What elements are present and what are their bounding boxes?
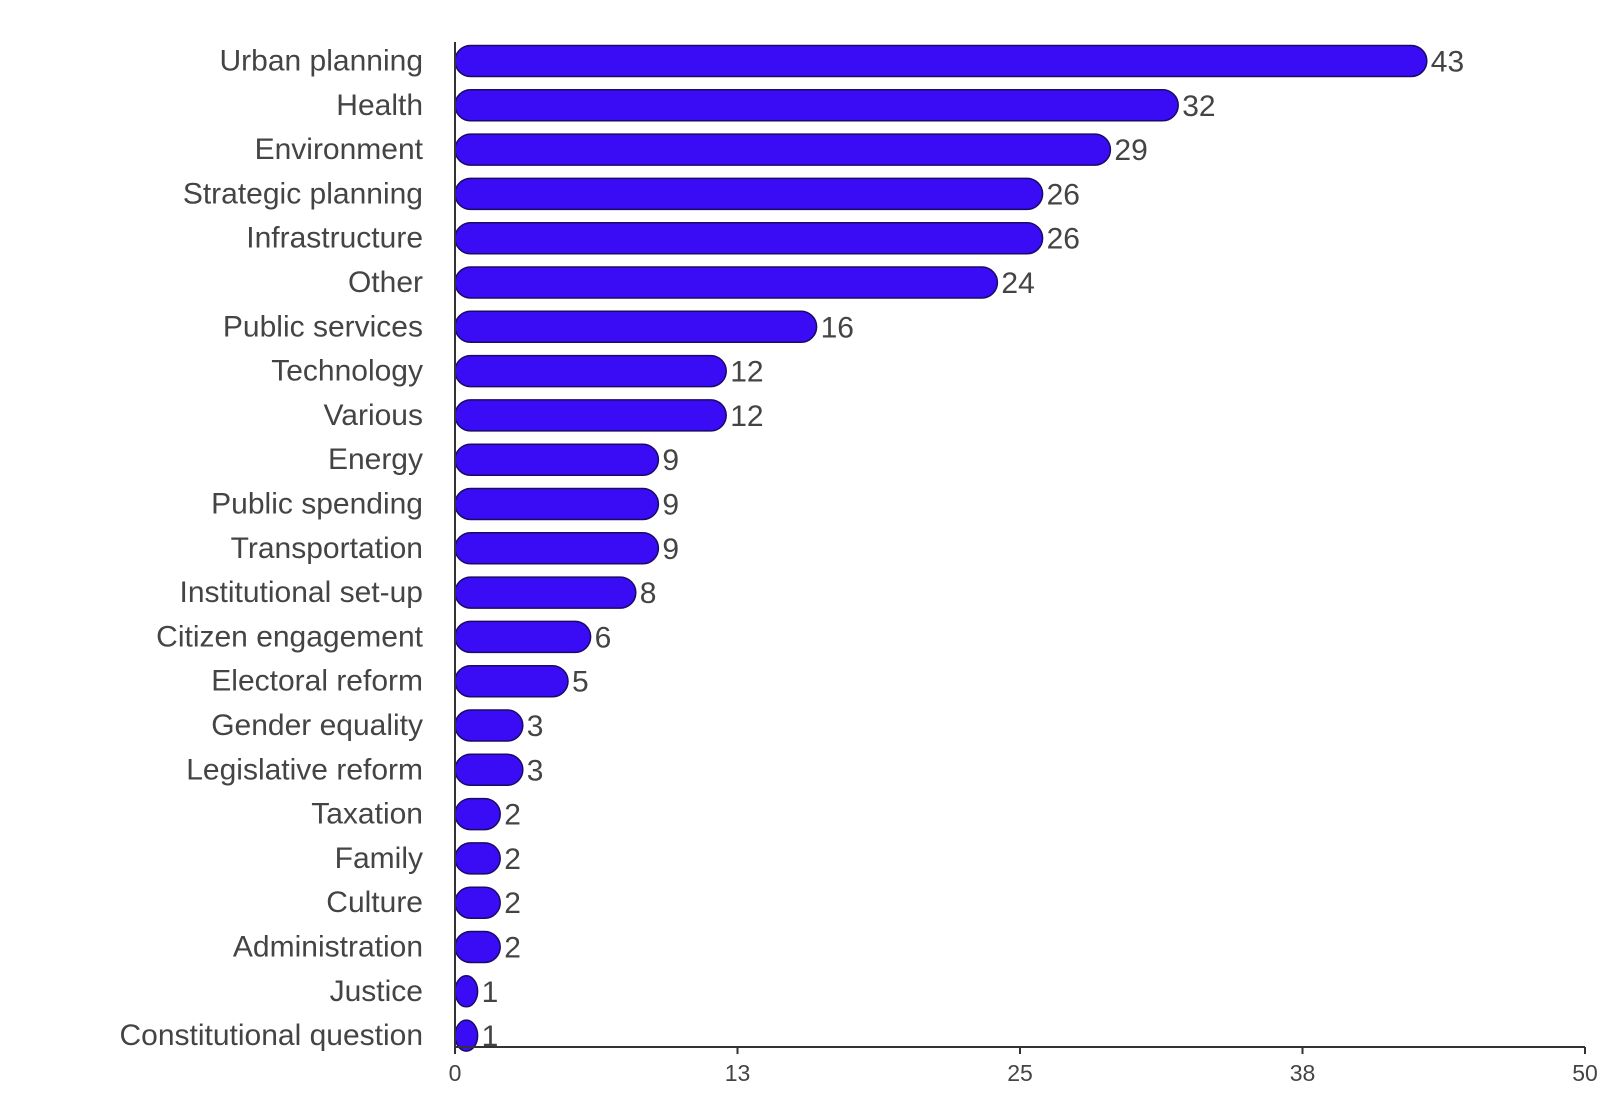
data-label: 3 [527, 710, 544, 743]
data-label: 9 [662, 489, 679, 522]
data-label: 12 [730, 400, 763, 433]
data-label: 9 [662, 533, 679, 566]
bar [454, 709, 524, 742]
data-label: 3 [527, 754, 544, 787]
bar [454, 532, 660, 565]
bar [454, 930, 501, 964]
data-label: 26 [1047, 223, 1080, 256]
data-label: 2 [504, 887, 521, 920]
category-label: Strategic planning [183, 177, 423, 210]
bar [454, 399, 727, 432]
data-label: 2 [504, 799, 521, 832]
category-label: Administration [233, 931, 423, 964]
data-label: 6 [595, 621, 612, 654]
data-label: 2 [504, 932, 521, 965]
category-label: Gender equality [211, 709, 423, 742]
bar [454, 44, 1428, 78]
category-label: Public spending [211, 488, 423, 521]
category-label: Taxation [311, 798, 423, 831]
category-label: Technology [271, 355, 423, 388]
data-label: 29 [1114, 134, 1147, 167]
bar [454, 975, 479, 1008]
category-label: Environment [255, 133, 424, 166]
bar [454, 487, 660, 521]
data-label: 2 [504, 843, 521, 876]
bar [454, 886, 501, 919]
x-tick-label: 50 [1572, 1060, 1598, 1086]
category-label: Health [336, 89, 423, 122]
bar [454, 354, 727, 388]
category-label: Legislative reform [186, 753, 423, 786]
bar [454, 89, 1179, 122]
category-label: Justice [330, 975, 423, 1008]
category-label: Constitutional question [119, 1019, 423, 1052]
bar [454, 664, 569, 698]
category-label: Urban planning [220, 45, 423, 78]
bar [454, 443, 660, 476]
category-label: Family [335, 842, 423, 875]
bar [454, 576, 637, 609]
bar [454, 310, 818, 344]
category-label: Other [348, 266, 423, 299]
bar [454, 797, 501, 831]
category-label: Transportation [231, 532, 423, 565]
x-tick-label: 38 [1290, 1060, 1316, 1086]
category-label: Public services [223, 310, 423, 343]
category-label: Institutional set-up [180, 576, 423, 609]
bar [454, 842, 501, 875]
category-label: Various [324, 399, 424, 432]
data-label: 24 [1001, 267, 1034, 300]
data-label: 16 [821, 311, 854, 344]
data-label: 32 [1182, 90, 1215, 123]
category-label: Culture [326, 886, 423, 919]
x-tick-label: 13 [725, 1060, 751, 1086]
bar [454, 753, 524, 787]
data-label: 5 [572, 666, 589, 699]
data-label: 12 [730, 356, 763, 389]
bar [454, 620, 592, 654]
x-tick-label: 25 [1007, 1060, 1033, 1086]
bar [454, 133, 1112, 166]
data-label: 1 [482, 1020, 499, 1053]
category-label: Citizen engagement [156, 620, 424, 653]
category-label: Energy [328, 443, 423, 476]
data-label: 26 [1047, 178, 1080, 211]
category-label: Infrastructure [246, 222, 423, 255]
data-label: 43 [1431, 46, 1464, 79]
axis-layer: 0 13 25 38 50 [449, 42, 1598, 1086]
data-label: 9 [662, 444, 679, 477]
data-label: 1 [482, 976, 499, 1009]
bar [454, 221, 1044, 255]
bar [454, 177, 1044, 211]
bar [454, 266, 999, 299]
x-tick-label: 0 [449, 1060, 462, 1086]
data-label: 8 [640, 577, 657, 610]
category-label: Electoral reform [211, 665, 423, 698]
